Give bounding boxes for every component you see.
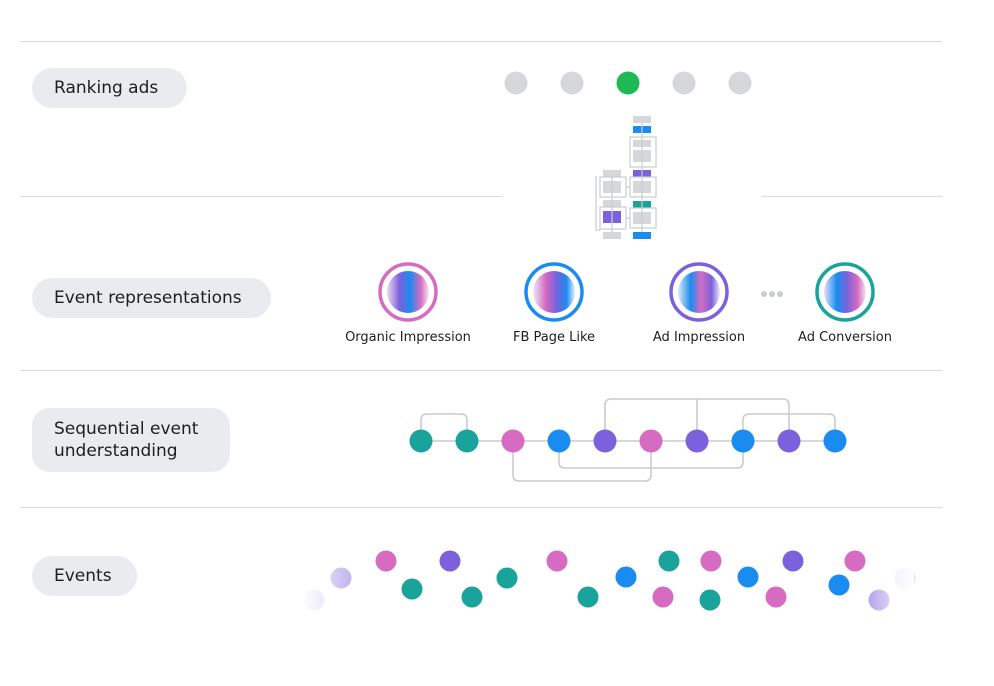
event-type-caption: Organic Impression (345, 330, 471, 345)
divider-ranking-right (762, 196, 942, 197)
ranked-ad-selected-dot (616, 71, 640, 95)
event-type-caption: Ad Impression (652, 330, 746, 345)
divider-representations (20, 370, 942, 371)
sequence-node (685, 429, 709, 453)
sequence-nodes (409, 429, 847, 453)
sequence-node (409, 429, 433, 453)
sequence-node (777, 429, 801, 453)
divider-sequential (20, 507, 942, 508)
fb-page-like-orb (524, 262, 584, 322)
ranked-ad-dot (672, 71, 696, 95)
event-representation-orbs (378, 262, 875, 322)
organic-impression-orb (378, 262, 438, 322)
ranked-ad-dot (504, 71, 528, 95)
ranking-ads-label: Ranking ads (32, 68, 187, 108)
events-label: Events (32, 556, 137, 596)
event-representations-label: Event representations (32, 278, 271, 318)
divider-top (20, 41, 942, 42)
event-type-caption: Ad Conversion (798, 330, 892, 345)
sequence-node (639, 429, 663, 453)
ranking-indicator-row (504, 71, 752, 95)
event-type-caption: FB Page Like (512, 330, 596, 345)
model-architecture-graphic (595, 116, 657, 239)
sequence-node (731, 429, 755, 453)
sequence-node (501, 429, 525, 453)
sequence-node (593, 429, 617, 453)
ad-impression-orb (669, 262, 729, 322)
events-fade-overlay (300, 545, 914, 617)
sequence-node (547, 429, 571, 453)
sequential-event-understanding-label: Sequential event understanding (32, 408, 230, 472)
ranked-ad-dot (560, 71, 584, 95)
ranked-ad-dot (728, 71, 752, 95)
sequence-connections (420, 398, 836, 482)
ad-conversion-orb (815, 262, 875, 322)
divider-ranking-left (20, 196, 503, 197)
sequence-node (823, 429, 847, 453)
ellipsis-icon (761, 291, 783, 297)
sequence-node (455, 429, 479, 453)
